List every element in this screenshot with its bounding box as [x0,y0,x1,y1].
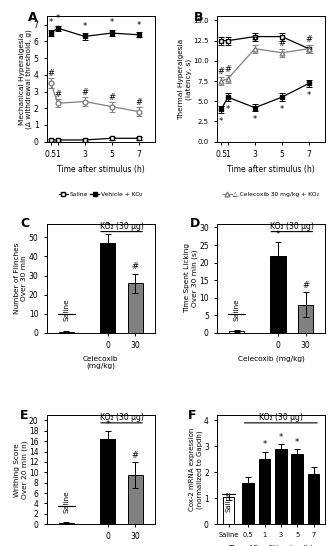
Text: A: A [27,11,37,25]
Y-axis label: Mechanical Hyperalgesia
(Δ withdrawal threshold, g): Mechanical Hyperalgesia (Δ withdrawal th… [19,29,32,129]
Text: *: * [307,91,311,100]
Bar [270,256,285,333]
Text: *: * [106,420,110,429]
Text: *: * [136,21,141,29]
Legend: △ Celecoxib 30 mg/kg + KO₂: △ Celecoxib 30 mg/kg + KO₂ [223,192,320,198]
Text: D: D [190,217,200,230]
Text: *: * [295,438,299,447]
X-axis label: Time after stimulus (h): Time after stimulus (h) [57,164,145,174]
Text: F: F [188,409,197,422]
Bar [100,438,115,524]
X-axis label: Time After Stimulus (h): Time After Stimulus (h) [228,544,314,546]
Bar [128,283,143,333]
Text: #: # [81,88,88,97]
Text: *: * [280,105,284,114]
Text: *: * [106,222,110,232]
Text: *: * [219,117,223,126]
Text: *: * [226,105,230,114]
Text: #: # [135,98,142,108]
Text: #: # [132,451,139,460]
Text: *: * [276,230,280,239]
Text: Saline: Saline [225,491,231,512]
Text: KO₂ (30 µg): KO₂ (30 µg) [270,222,314,231]
Bar [223,497,234,524]
Text: #: # [48,69,55,78]
Text: #: # [224,65,231,74]
Bar [275,449,286,524]
Text: C: C [20,217,29,230]
Y-axis label: Thermal Hyperalgesia
(latency, s): Thermal Hyperalgesia (latency, s) [178,38,192,120]
Text: #: # [302,281,309,290]
Text: #: # [108,93,115,102]
X-axis label: Celecoxib
(mg/kg): Celecoxib (mg/kg) [83,356,119,369]
Text: #: # [218,67,225,76]
Text: Saline: Saline [63,299,69,322]
Y-axis label: Cox-2 mRNA expression
(normalized to Gapdh): Cox-2 mRNA expression (normalized to Gap… [189,428,203,512]
Text: *: * [253,115,257,124]
Text: *: * [279,432,283,442]
Legend: Saline, Vehicle + KO₂: Saline, Vehicle + KO₂ [59,192,143,198]
Text: #: # [54,90,61,99]
Text: *: * [82,22,87,31]
Bar [243,483,254,524]
Text: Saline: Saline [63,490,69,513]
Text: *: * [49,18,53,27]
Text: E: E [20,409,28,422]
Bar [100,243,115,333]
Bar [308,473,319,524]
Bar [259,459,270,524]
Text: Saline: Saline [233,299,240,322]
Bar [59,523,74,524]
Text: #: # [132,263,139,271]
Text: *: * [110,18,114,27]
Y-axis label: Writhing Score
Over 20 min (n): Writhing Score Over 20 min (n) [14,441,27,499]
Text: #: # [251,35,258,44]
Bar [291,454,303,524]
Bar [229,331,244,333]
Text: #: # [278,39,285,48]
Bar [59,332,74,333]
Text: KO₂ (30 µg): KO₂ (30 µg) [99,222,143,231]
Bar [128,475,143,524]
Y-axis label: Time Spent Licking
Over 30 min (s): Time Spent Licking Over 30 min (s) [184,244,198,313]
Text: KO₂ (30 µg): KO₂ (30 µg) [259,413,303,422]
Text: KO₂ (30 µg): KO₂ (30 µg) [99,413,143,422]
X-axis label: Time after stimulus (h): Time after stimulus (h) [227,164,315,174]
Text: #: # [305,35,312,44]
Y-axis label: Number of Flinches
Over 30 min: Number of Flinches Over 30 min [14,243,27,314]
X-axis label: Celecoxib (mg/kg): Celecoxib (mg/kg) [238,356,305,363]
Text: *: * [56,14,60,23]
Text: B: B [194,11,203,25]
Text: *: * [262,441,267,449]
Bar [298,305,313,333]
